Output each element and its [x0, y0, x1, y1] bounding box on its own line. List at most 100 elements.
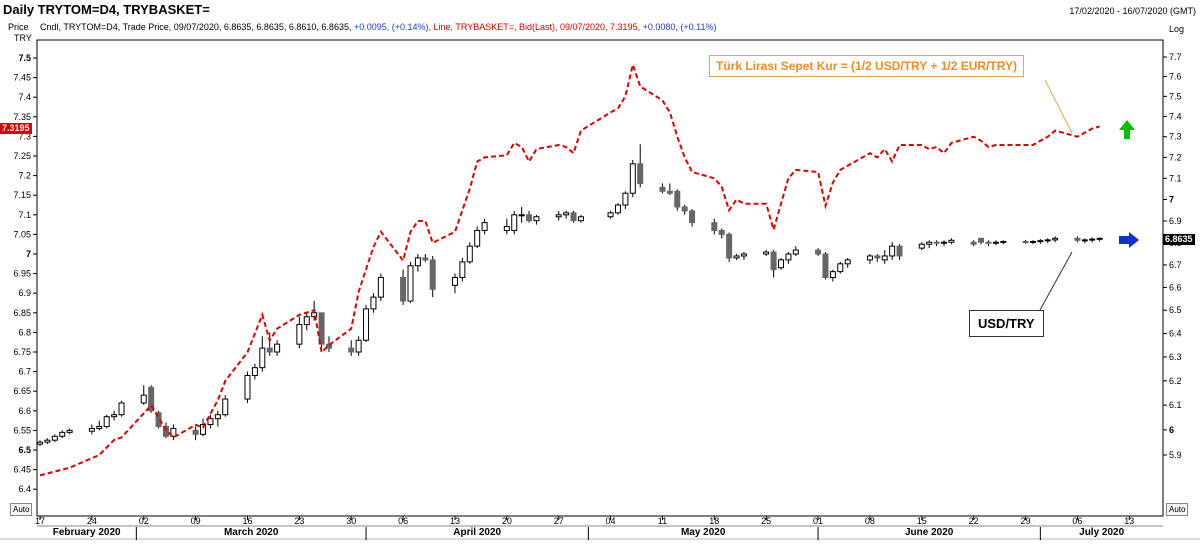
left-axis-tick-label: 6.8 [18, 327, 31, 337]
right-axis-tick-label: 6.4 [1169, 328, 1182, 338]
x-axis-tick-label: 18 [709, 516, 719, 526]
candle-body [459, 261, 466, 279]
candle-body [770, 251, 777, 271]
right-arrow-icon [1119, 232, 1139, 248]
left-axis-tick-label: 6.75 [13, 347, 31, 357]
candle-body [192, 429, 199, 435]
right-axis-label-log: Log [1169, 24, 1185, 34]
x-axis-tick-label: 23 [294, 516, 304, 526]
candle-body [66, 429, 73, 433]
candle-body [355, 339, 362, 353]
candle-body [37, 441, 43, 445]
candle-body [637, 163, 644, 184]
candle-body [111, 414, 118, 418]
candle-body [918, 243, 925, 249]
right-axis-tick-label: 7.2 [1169, 152, 1182, 162]
left-axis-tick-label: 7.4 [18, 92, 31, 102]
candle-body [318, 312, 325, 345]
x-axis-tick-label: 04 [606, 516, 616, 526]
left-axis-tick-label: 6.65 [13, 386, 31, 396]
candle-body [1089, 238, 1096, 241]
candle-body [926, 241, 933, 245]
left-axis-tick-label: 6.95 [13, 269, 31, 279]
candle-body [1037, 240, 1044, 243]
left-axis-tick-label: 7.5 [18, 53, 31, 63]
right-axis-tick-label: 6.2 [1169, 376, 1182, 386]
basket-annotation-leader [1044, 79, 1073, 134]
left-axis-tick-label: 7 [26, 249, 31, 259]
candle-body [1000, 240, 1007, 243]
x-axis-tick-label: 08 [865, 516, 875, 526]
candle-body [563, 212, 570, 216]
legend-bar: Cndl, TRYTOM=D4, Trade Price, 09/07/2020… [40, 22, 716, 32]
candle-body [889, 245, 896, 257]
candle-body [414, 257, 421, 267]
candle-body [792, 249, 799, 255]
x-axis-tick-label: 13 [450, 516, 460, 526]
left-axis-tick-label: 7.35 [13, 112, 31, 122]
left-auto-scale-button[interactable]: Auto [10, 503, 33, 516]
candle-body [503, 226, 510, 231]
x-axis-tick-label: 01 [813, 516, 823, 526]
month-label: June 2020 [905, 527, 954, 538]
basket-last-price-tag: 7.3195 [0, 123, 32, 134]
candle-body [140, 394, 147, 404]
x-axis-tick-label: 13 [1124, 516, 1134, 526]
candle-body [533, 216, 540, 222]
candle-body [659, 186, 666, 192]
candle-body [629, 163, 636, 194]
candle-body [200, 424, 207, 435]
candle-body [740, 253, 747, 257]
candle-body [689, 210, 696, 224]
candle-body [422, 257, 429, 261]
candle-body [815, 249, 822, 255]
candle-body [837, 263, 844, 273]
candle-body [1044, 239, 1051, 242]
legend-line-info: Line, TRYBASKET=, Bid(Last), 09/07/2020,… [433, 22, 643, 32]
candle-body [170, 427, 177, 437]
right-auto-scale-button[interactable]: Auto [1166, 503, 1189, 516]
month-label: March 2020 [224, 527, 279, 538]
right-axis-tick-label: 7.4 [1169, 111, 1182, 121]
x-axis-tick-label: 27 [554, 516, 564, 526]
left-axis-tick-label: 7.3 [18, 131, 31, 141]
candle-body [711, 222, 718, 231]
right-axis-tick-label: 6.7 [1169, 260, 1182, 270]
candle-body [407, 265, 414, 302]
candle-body [1029, 240, 1036, 243]
x-axis-tick-label: 25 [761, 516, 771, 526]
candle-body [162, 425, 169, 437]
candle-body [451, 277, 458, 286]
month-label: July 2020 [1079, 527, 1124, 538]
basket-annotation: Türk Lirası Sepet Kur = (1/2 USD/TRY + 1… [709, 55, 1024, 77]
candle-body [51, 435, 58, 441]
left-axis-label-currency: TRY [14, 33, 32, 43]
candle-body [933, 241, 940, 244]
right-axis-tick-label: 7.3 [1169, 132, 1182, 142]
left-axis-tick-label: 6.7 [18, 367, 31, 377]
candle-body [726, 233, 733, 259]
candle-body [511, 214, 518, 231]
candle-body [222, 398, 229, 416]
right-axis-tick-label: 7.7 [1169, 52, 1182, 62]
right-axis-tick-label: 7.1 [1169, 173, 1182, 183]
right-axis-tick-label: 6 [1169, 425, 1174, 435]
left-axis-tick-label: 6.5 [18, 445, 31, 455]
candle-body [244, 375, 251, 400]
up-arrow-icon [1119, 120, 1135, 139]
candle-body [607, 212, 614, 218]
candle-body [941, 241, 948, 244]
candle-body [148, 386, 155, 412]
candle-body [555, 214, 562, 218]
x-axis-tick-label: 06 [398, 516, 408, 526]
candle-body [96, 425, 103, 429]
candle-body [251, 367, 258, 377]
x-axis-tick-label: 02 [139, 516, 149, 526]
candle-body [370, 296, 377, 310]
left-axis-tick-label: 6.9 [18, 288, 31, 298]
candle-body [1074, 237, 1081, 241]
left-axis-tick-label: 6.45 [13, 465, 31, 475]
x-axis-tick-label: 29 [1021, 516, 1031, 526]
left-axis-tick-label: 6.85 [13, 308, 31, 318]
candle-body [570, 212, 577, 222]
